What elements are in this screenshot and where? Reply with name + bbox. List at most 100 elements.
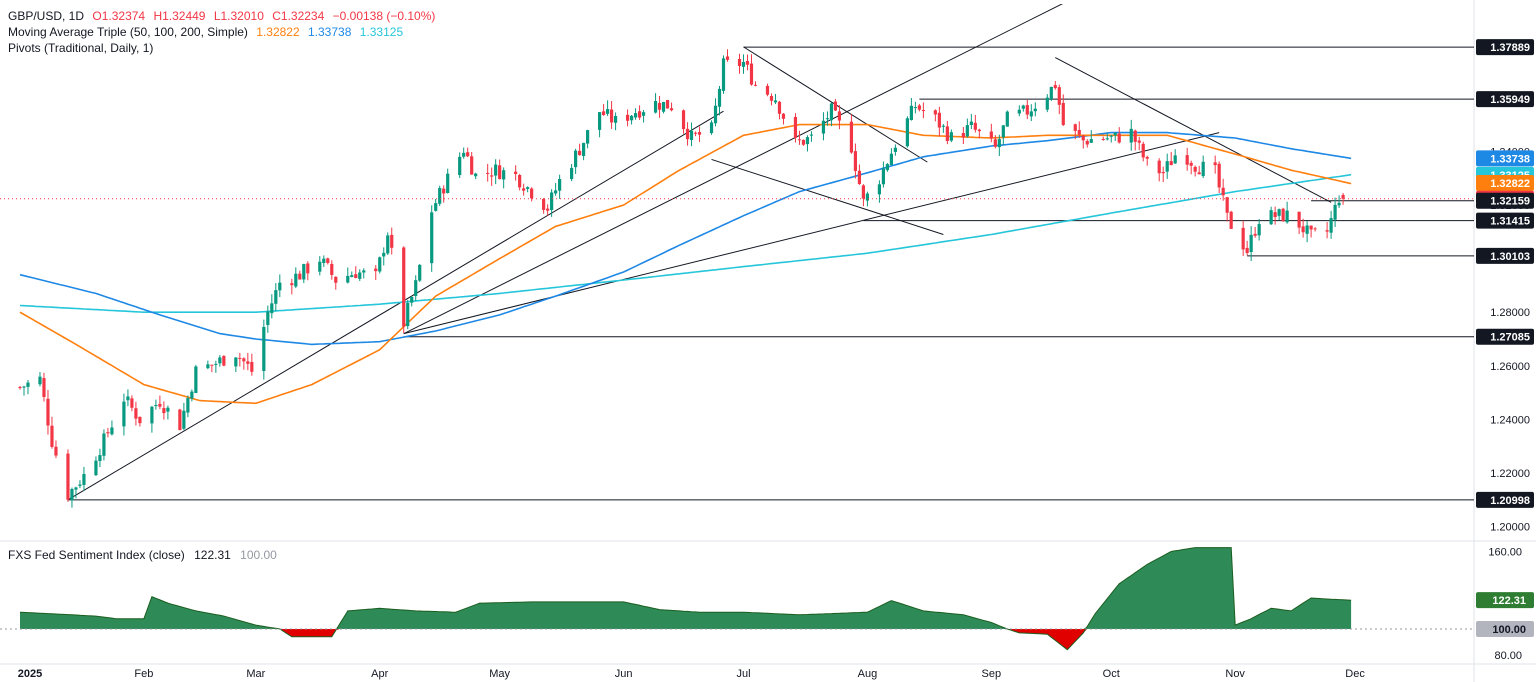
- candle-body: [1285, 210, 1289, 223]
- candle-body: [829, 103, 834, 121]
- legend-ohlc: GBP/USD, 1D O1.32374 H1.32449 L1.32010 C…: [8, 8, 440, 24]
- candle-body: [1033, 108, 1037, 112]
- candle-body: [1045, 97, 1049, 110]
- candle-body: [1201, 161, 1205, 177]
- candle-body: [1081, 135, 1085, 141]
- candle-body: [1325, 230, 1329, 232]
- candle-body: [945, 126, 949, 141]
- candle-body: [837, 111, 842, 121]
- price-badge: [1476, 212, 1534, 229]
- x-tick-label: 2025: [18, 668, 42, 680]
- candle-body: [937, 112, 941, 128]
- candle-body: [138, 416, 142, 424]
- candle-body: [518, 175, 522, 188]
- candle-body: [162, 408, 166, 414]
- candle-body: [406, 302, 410, 327]
- candle-body: [969, 121, 973, 126]
- candle-body: [853, 151, 858, 171]
- candle-body: [250, 361, 254, 372]
- candle-body: [234, 357, 238, 367]
- ma-label: Moving Average Triple (50, 100, 200, Sim…: [8, 25, 248, 39]
- candle-body: [1089, 139, 1093, 143]
- candle-body: [1337, 202, 1341, 206]
- candle-body: [238, 357, 242, 359]
- candle-body: [865, 193, 870, 201]
- sentiment-area-negative: [20, 629, 1352, 650]
- candle-body: [1281, 208, 1285, 222]
- candle-body: [909, 105, 913, 120]
- candle-body: [1145, 156, 1149, 159]
- candle-body: [965, 125, 969, 137]
- candle-body: [833, 101, 838, 111]
- candle-body: [1057, 87, 1061, 105]
- candle-body: [641, 112, 646, 116]
- candle-body: [46, 398, 50, 426]
- candle-body: [633, 113, 638, 118]
- candle-body: [166, 407, 170, 412]
- candle-body: [1073, 124, 1077, 131]
- indicator-legend: FXS Fed Sentiment Index (close) 122.31 1…: [8, 548, 283, 562]
- high-value: H1.32449: [153, 9, 206, 23]
- candle-body: [601, 111, 606, 116]
- candle-body: [1077, 129, 1081, 135]
- candle-body: [290, 283, 294, 286]
- candle-body: [350, 275, 354, 278]
- candle-body: [625, 114, 630, 121]
- candle-body: [669, 108, 674, 111]
- candle-body: [110, 427, 114, 435]
- candle-body: [74, 487, 78, 490]
- candle-body: [1049, 86, 1053, 100]
- price-badge: [1476, 91, 1534, 108]
- candle-body: [637, 111, 642, 118]
- candle-body: [210, 364, 214, 366]
- candle-body: [38, 376, 42, 385]
- candle-body: [302, 264, 306, 280]
- candle-body: [378, 257, 382, 272]
- candle-body: [318, 261, 322, 272]
- candle-body: [374, 268, 378, 272]
- candle-body: [18, 386, 22, 388]
- candle-body: [973, 122, 977, 130]
- candle-body: [605, 109, 610, 114]
- ma200-line: [19, 173, 1352, 314]
- candle-body: [997, 139, 1001, 148]
- candle-body: [458, 156, 462, 176]
- candle-body: [653, 101, 658, 113]
- candle-body: [578, 150, 582, 156]
- candle-body: [574, 150, 578, 168]
- candle-body: [933, 110, 937, 115]
- candle-body: [821, 120, 826, 134]
- candle-body: [697, 132, 702, 135]
- candle-body: [1029, 111, 1033, 117]
- candle-body: [977, 129, 981, 132]
- candle-body: [1197, 172, 1201, 175]
- candle-body: [893, 147, 897, 152]
- candle-body: [554, 190, 558, 194]
- candle-body: [737, 58, 742, 66]
- candle-body: [913, 107, 917, 109]
- candle-body: [849, 121, 854, 153]
- low-value: L1.32010: [213, 9, 264, 23]
- candle-body: [1333, 204, 1337, 220]
- price-badge: [1476, 39, 1534, 56]
- candle-body: [430, 212, 434, 264]
- candle-body: [78, 484, 82, 486]
- ma50-value: 1.32822: [256, 25, 300, 39]
- x-tick-label: Mar: [246, 668, 265, 680]
- indicator-label: FXS Fed Sentiment Index (close): [8, 548, 185, 562]
- ma50-line: [19, 123, 1352, 405]
- indicator-badge: [1476, 592, 1534, 609]
- x-tick-label: Dec: [1345, 668, 1365, 680]
- candle-body: [1001, 125, 1005, 138]
- candle-body: [629, 115, 634, 121]
- candle-body: [126, 396, 130, 401]
- candle-body: [661, 102, 666, 112]
- candle-body: [1313, 228, 1317, 230]
- candle-body: [178, 409, 182, 431]
- candle-body: [274, 290, 278, 304]
- candle-body: [773, 100, 778, 103]
- candle-body: [94, 460, 98, 476]
- price-badge-label: 1.31415: [1490, 216, 1530, 228]
- candle-body: [809, 134, 814, 136]
